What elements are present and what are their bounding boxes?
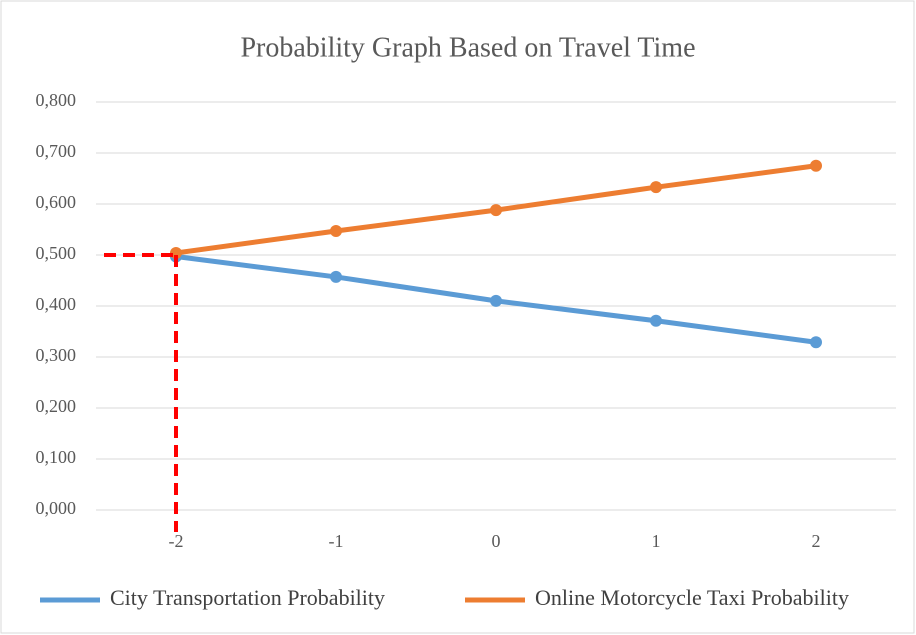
- y-tick-label: 0,300: [36, 345, 77, 365]
- point-marker: [330, 225, 342, 238]
- y-tick-label: 0,800: [36, 90, 77, 110]
- y-tick-label: 0,500: [36, 243, 77, 263]
- chart-title: Probability Graph Based on Travel Time: [240, 32, 695, 63]
- x-tick-label: -2: [169, 531, 184, 551]
- y-tick-label: 0,100: [36, 447, 77, 467]
- y-tick-label: 0,000: [36, 498, 77, 518]
- point-marker: [810, 336, 822, 349]
- point-marker: [810, 159, 822, 172]
- x-tick-label: 0: [492, 531, 501, 551]
- y-tick-label: 0,600: [36, 192, 77, 212]
- point-marker: [490, 204, 502, 217]
- legend-label: City Transportation Probability: [110, 585, 385, 610]
- point-marker: [650, 181, 662, 194]
- y-tick-label: 0,400: [36, 294, 77, 314]
- point-marker: [650, 314, 662, 327]
- x-tick-label: 2: [812, 531, 821, 551]
- legend-label: Online Motorcycle Taxi Probability: [535, 585, 849, 610]
- point-marker: [330, 270, 342, 283]
- x-tick-label: -1: [329, 531, 344, 551]
- y-tick-label: 0,200: [36, 396, 77, 416]
- y-tick-label: 0,700: [36, 141, 77, 161]
- x-tick-label: 1: [652, 531, 661, 551]
- point-marker: [490, 294, 502, 307]
